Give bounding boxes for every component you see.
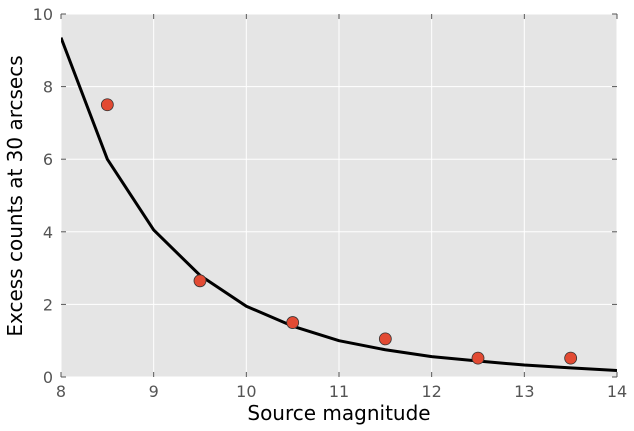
x-tick-label: 9: [149, 382, 159, 401]
x-axis-title: Source magnitude: [247, 401, 430, 425]
data-point: [193, 274, 207, 288]
y-tick-label: 0: [43, 368, 53, 387]
x-tick-label: 8: [56, 382, 66, 401]
y-tick-label: 8: [43, 78, 53, 97]
x-axis-ticks: 8 9 10 11 12 13 14: [56, 14, 627, 401]
y-tick-label: 6: [43, 150, 53, 169]
data-point: [286, 316, 300, 329]
x-tick-label: 11: [329, 382, 349, 401]
data-point: [100, 98, 114, 112]
y-tick-label: 10: [33, 5, 53, 24]
y-axis-ticks: 0 2 4 6 8 10: [33, 5, 617, 387]
x-tick-label: 12: [421, 382, 441, 401]
series-layer: [61, 37, 617, 372]
y-tick-label: 4: [43, 223, 53, 242]
x-tick-label: 13: [514, 382, 534, 401]
data-point: [471, 351, 485, 365]
fit-curve-line: [61, 37, 617, 372]
data-point: [378, 332, 392, 346]
y-tick-label: 2: [43, 295, 53, 314]
y-axis-title: Excess counts at 30 arcsecs: [3, 55, 27, 336]
x-tick-label: 14: [607, 382, 627, 401]
x-tick-label: 10: [236, 382, 256, 401]
data-point: [564, 351, 578, 365]
